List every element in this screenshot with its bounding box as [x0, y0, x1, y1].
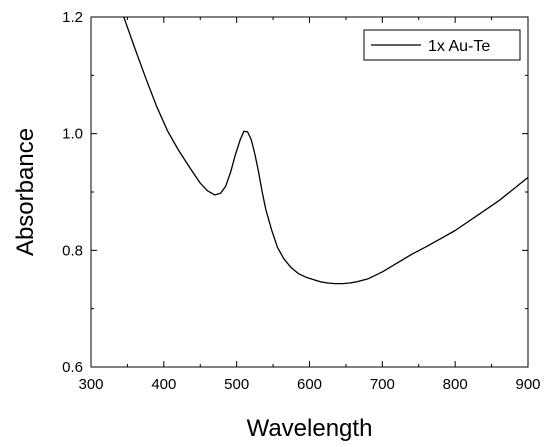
y-tick-label: 1.2 — [62, 9, 83, 26]
x-tick-label: 300 — [78, 376, 103, 393]
x-axis-ticks: 300 400 500 600 700 800 900 — [78, 17, 541, 393]
plot-frame — [90, 16, 529, 368]
x-tick-label: 500 — [224, 376, 249, 393]
x-tick-label: 700 — [370, 376, 395, 393]
legend: 1x Au-Te — [363, 29, 521, 61]
x-tick-label: 900 — [515, 376, 540, 393]
x-tick-label: 400 — [151, 376, 176, 393]
y-tick-label: 0.6 — [62, 359, 83, 376]
series-line-0 — [123, 16, 529, 285]
y-tick-label: 1.0 — [62, 126, 83, 143]
legend-label-1x-au-te: 1x Au-Te — [428, 38, 490, 55]
x-tick-label: 800 — [443, 376, 468, 393]
y-tick-label: 0.8 — [62, 242, 83, 259]
x-tick-label: 600 — [297, 376, 322, 393]
x-axis-label: Wavelength — [247, 415, 373, 442]
y-axis-label: Absorbance — [12, 128, 39, 256]
series-layer — [123, 16, 529, 285]
y-axis-ticks: 0.6 0.8 1.0 1.2 — [62, 9, 528, 376]
